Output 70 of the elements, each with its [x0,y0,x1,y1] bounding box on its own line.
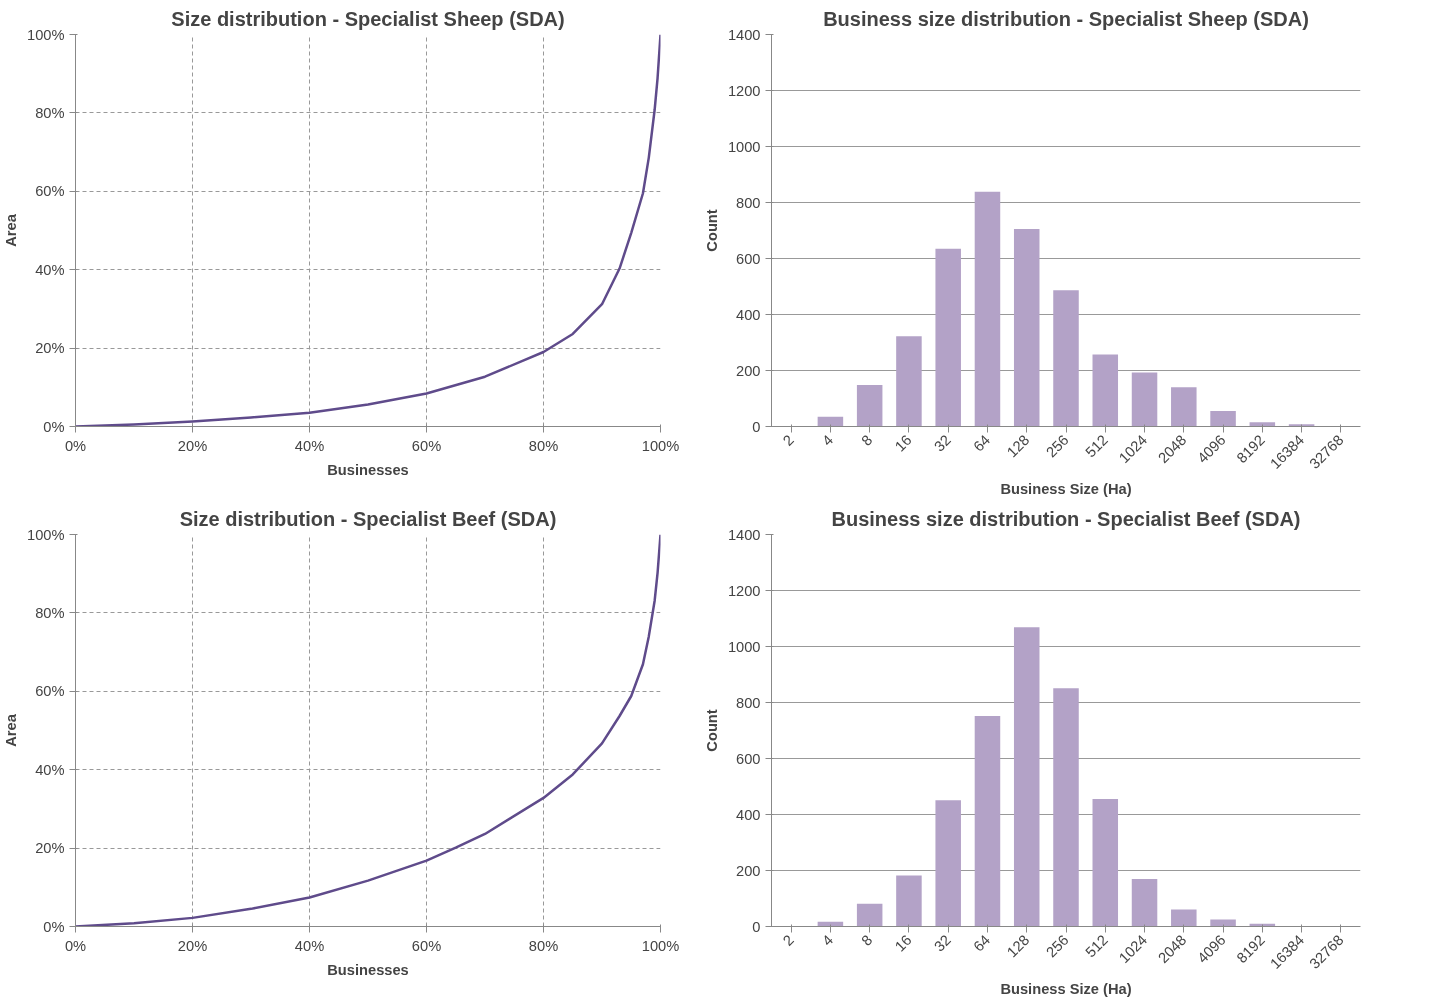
y-tick-label: 1400 [727,526,761,543]
y-tick-label: 0% [43,418,65,435]
y-tick-label: 60% [35,183,65,200]
x-tick-label: 60% [411,937,442,954]
x-tick-label: 512 [1082,931,1111,961]
y-tick-label: 800 [736,194,761,211]
chart-title: Size distribution - Specialist Beef (SDA) [179,507,557,530]
x-tick-label: 32 [931,931,954,955]
y-tick-label: 400 [736,306,761,323]
y-tick-label: 40% [35,261,65,278]
x-tick-label: 16 [891,431,915,455]
y-tick-label: 100% [27,526,65,543]
x-axis-title: Businesses [327,461,409,478]
y-axis-title: Area [3,213,20,247]
y-tick-label: 40% [35,761,65,778]
y-tick-label: 200 [736,862,761,879]
y-tick-label: 200 [736,362,761,379]
y-tick-label: 80% [35,104,65,121]
y-axis-title: Count [703,709,720,752]
x-tick-label: 100% [641,437,680,454]
x-tick-label: 64 [970,931,994,955]
x-tick-label: 256 [1043,931,1072,961]
x-tick-label: 2 [779,931,797,949]
y-tick-label: 0 [752,418,761,435]
x-tick-label: 256 [1043,431,1072,461]
y-tick-label: 600 [736,750,761,767]
x-tick-label: 32 [931,431,954,455]
x-tick-label: 512 [1082,431,1111,461]
x-tick-label: 40% [294,437,325,454]
y-tick-label: 60% [35,683,65,700]
y-tick-label: 1200 [727,82,761,99]
y-tick-label: 20% [35,840,65,857]
y-tick-label: 1000 [727,138,761,155]
x-axis-title: Businesses [327,961,409,978]
x-tick-label: 80% [528,437,559,454]
x-tick-label: 80% [528,937,559,954]
x-tick-label: 128 [1003,431,1033,461]
y-tick-label: 100% [27,26,65,43]
x-axis-title: Business Size (Ha) [1000,981,1132,998]
y-tick-label: 20% [35,340,65,357]
x-tick-label: 2 [779,431,797,449]
y-axis-title: Count [703,209,720,252]
x-tick-label: 8 [858,431,876,449]
x-tick-label: 4 [818,931,837,949]
x-tick-label: 20% [177,937,208,954]
y-tick-label: 1200 [727,582,761,599]
y-tick-label: 80% [35,604,65,621]
x-tick-label: 100% [641,937,680,954]
x-tick-label: 128 [1003,931,1033,961]
y-axis-title: Area [3,713,20,747]
y-tick-label: 1000 [727,638,761,655]
chart-title: Size distribution - Specialist Sheep (SDA) [171,7,565,30]
y-tick-label: 0 [752,918,761,935]
x-tick-label: 0% [64,937,87,954]
x-tick-label: 4 [818,431,837,449]
x-tick-label: 40% [294,937,325,954]
x-tick-label: 8 [858,931,876,949]
chart-title: Business size distribution - Specialist Sheep (SDA) [823,7,1309,30]
y-tick-label: 1400 [727,26,761,43]
x-tick-label: 20% [177,437,208,454]
x-tick-label: 0% [64,437,87,454]
x-tick-label: 64 [970,431,994,455]
y-tick-label: 600 [736,250,761,267]
y-tick-label: 0% [43,918,65,935]
y-tick-label: 400 [736,806,761,823]
y-tick-label: 800 [736,694,761,711]
x-tick-label: 60% [411,437,442,454]
x-tick-label: 16 [891,931,915,955]
chart-title: Business size distribution - Specialist Beef (SDA) [831,507,1301,530]
x-axis-title: Business Size (Ha) [1000,481,1132,498]
